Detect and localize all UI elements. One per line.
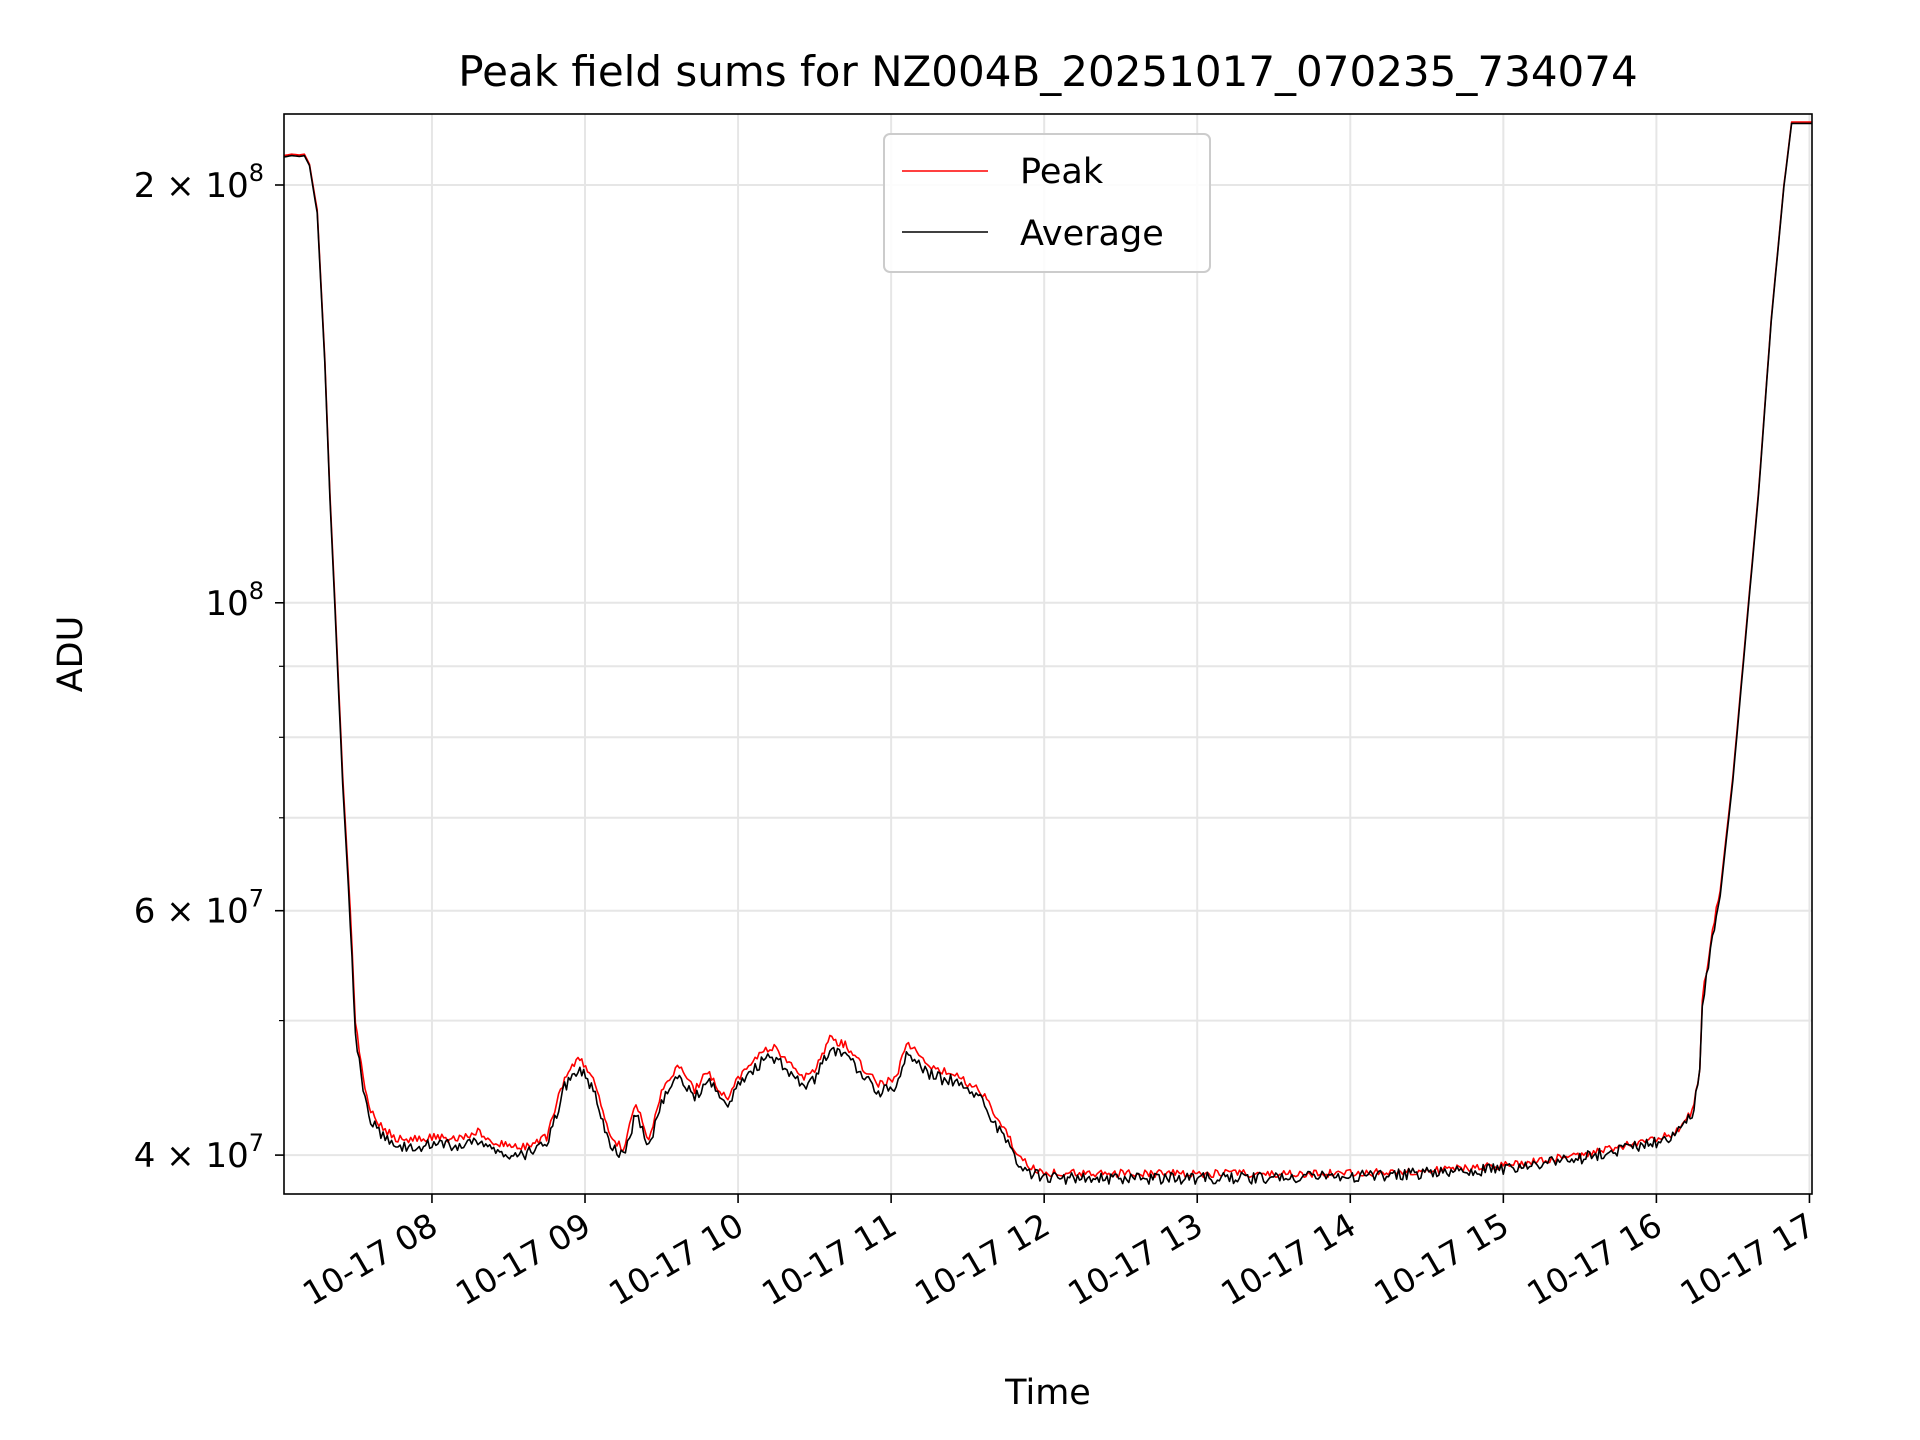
- series-group: [284, 121, 1812, 1185]
- x-axis-label: Time: [1004, 1373, 1091, 1413]
- x-tick-label: 10-17 12: [908, 1205, 1056, 1313]
- x-tick-label: 10-17 09: [449, 1205, 597, 1313]
- series-line-average: [284, 122, 1812, 1185]
- x-tick-label: 10-17 10: [602, 1205, 750, 1313]
- plot-frame: [283, 113, 1813, 1195]
- grid: [284, 114, 1812, 1194]
- y-tick-label: 108: [205, 577, 264, 624]
- series-line-peak: [284, 121, 1812, 1179]
- legend-box: [883, 133, 1211, 273]
- x-tick-label: 10-17 17: [1673, 1205, 1821, 1313]
- x-tick-label: 10-17 15: [1367, 1205, 1515, 1313]
- x-tick-label: 10-17 16: [1520, 1205, 1668, 1313]
- legend-label-average: Average: [1020, 214, 1164, 254]
- y-axis-ticks: 4 × 107 6 × 107 108 2 × 108: [134, 159, 284, 1176]
- x-tick-label: 10-17 08: [296, 1205, 444, 1313]
- legend: Peak Average: [883, 133, 1211, 273]
- y-tick-label: 6 × 107: [134, 885, 264, 932]
- chart-title: Peak field sums for NZ004B_20251017_0702…: [458, 47, 1637, 96]
- legend-label-peak: Peak: [1020, 152, 1104, 192]
- y-tick-label: 2 × 108: [134, 159, 264, 206]
- x-tick-label: 10-17 13: [1061, 1205, 1209, 1313]
- x-tick-label: 10-17 14: [1214, 1205, 1362, 1313]
- y-tick-label: 4 × 107: [134, 1129, 264, 1176]
- x-tick-label: 10-17 11: [755, 1205, 903, 1313]
- y-axis-label: ADU: [51, 616, 91, 693]
- x-axis-ticks: 10-17 08 10-17 09 10-17 10 10-17 11 10-17 12…: [296, 1194, 1821, 1313]
